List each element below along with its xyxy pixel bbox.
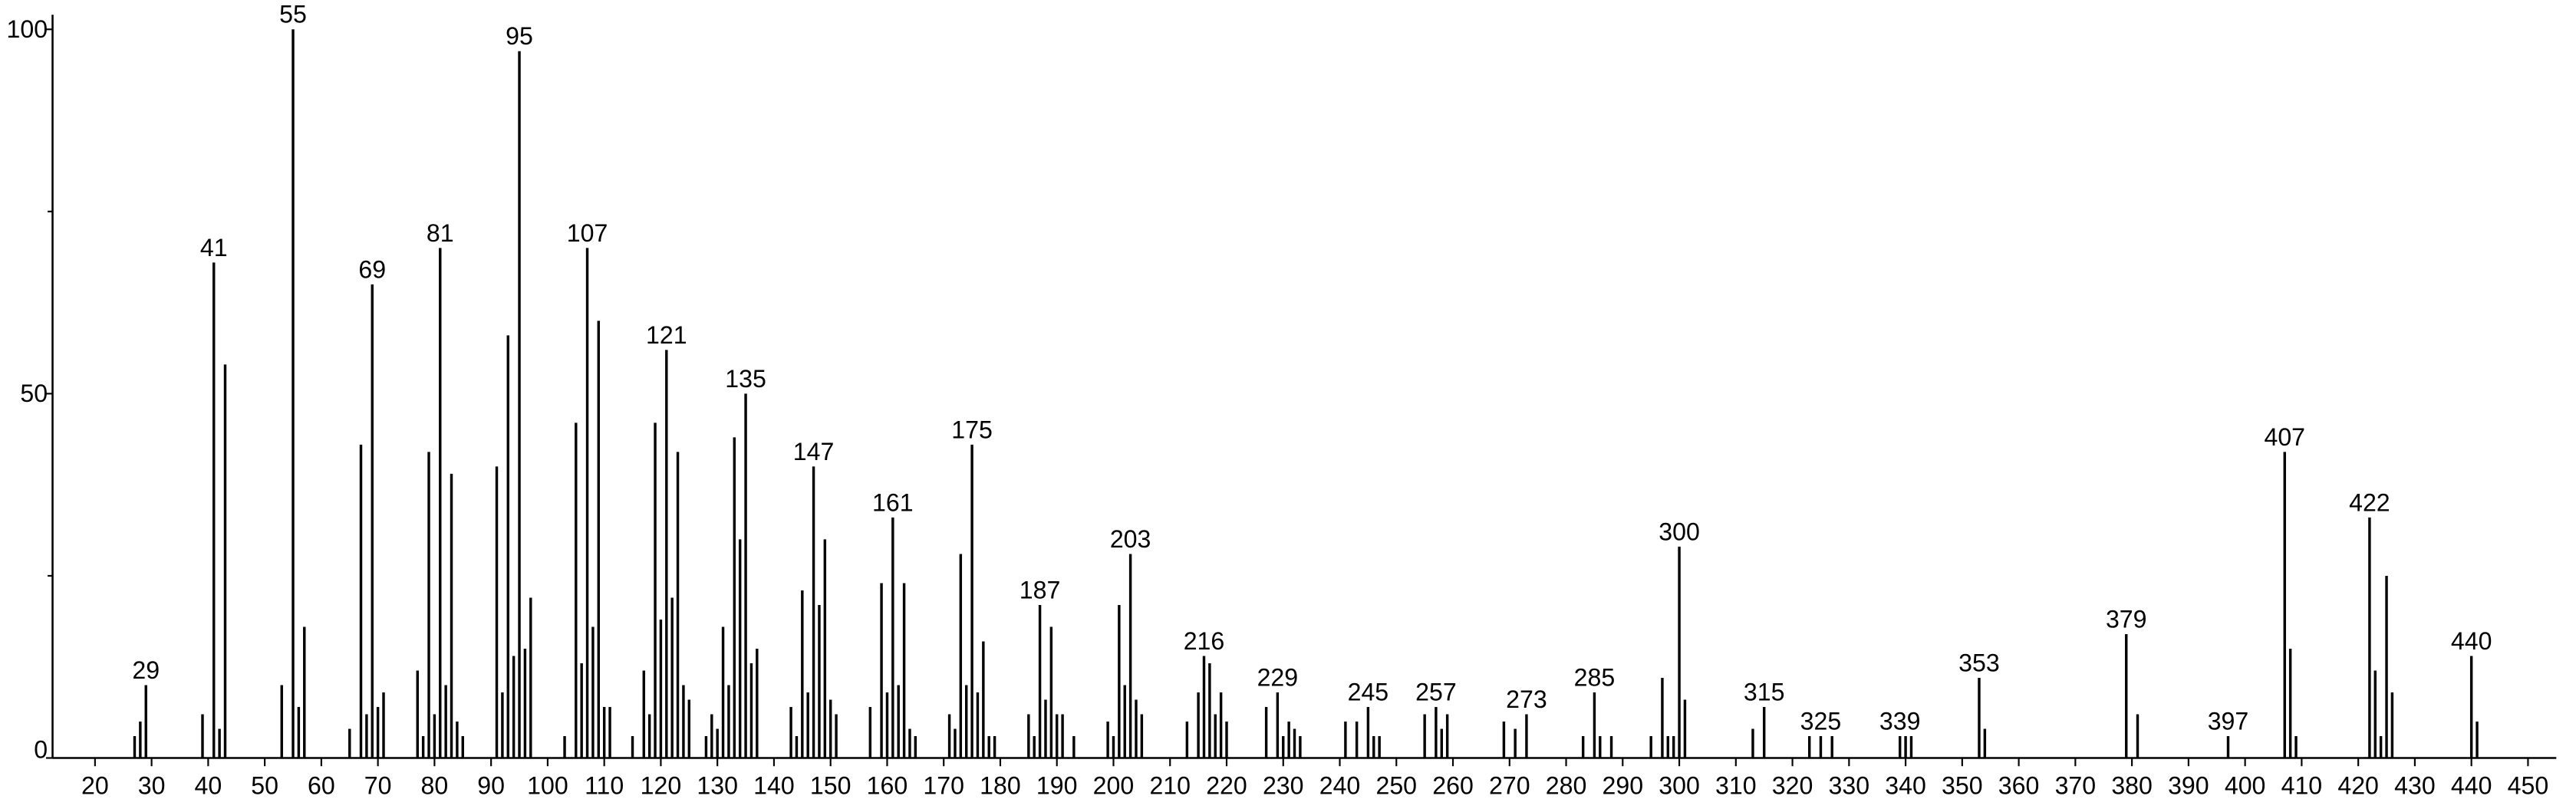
peak-label: 107	[567, 219, 608, 247]
x-tick-label: 220	[1206, 772, 1247, 799]
x-tick-label: 370	[2055, 772, 2097, 799]
x-tick-label: 20	[81, 772, 109, 799]
x-tick-label: 210	[1149, 772, 1191, 799]
x-tick-label: 170	[923, 772, 964, 799]
x-tick-label: 440	[2451, 772, 2492, 799]
peak-label: 440	[2451, 627, 2492, 655]
x-tick-label: 30	[138, 772, 166, 799]
peak-label: 300	[1659, 518, 1700, 545]
x-tick-label: 400	[2225, 772, 2266, 799]
x-tick-label: 320	[1772, 772, 1813, 799]
y-tick-label: 100	[7, 15, 48, 43]
peak-label: 273	[1506, 686, 1547, 713]
peak-label: 41	[200, 234, 228, 261]
peak-label: 147	[793, 438, 835, 465]
x-tick-label: 260	[1432, 772, 1474, 799]
peak-label: 397	[2208, 707, 2249, 735]
peak-label: 285	[1574, 663, 1616, 691]
peak-label: 95	[506, 22, 533, 50]
peak-label: 29	[132, 656, 160, 684]
x-tick-label: 230	[1263, 772, 1304, 799]
peak-label: 121	[646, 321, 687, 349]
x-tick-label: 430	[2394, 772, 2436, 799]
x-tick-label: 190	[1036, 772, 1078, 799]
x-tick-label: 180	[980, 772, 1021, 799]
y-tick-label: 50	[20, 380, 48, 407]
peak-label: 55	[279, 1, 307, 28]
x-tick-label: 250	[1375, 772, 1417, 799]
x-tick-label: 80	[421, 772, 449, 799]
peak-label: 422	[2349, 488, 2390, 516]
x-tick-label: 330	[1829, 772, 1870, 799]
x-tick-label: 290	[1603, 772, 1644, 799]
peak-label: 407	[2264, 423, 2305, 451]
peak-label: 245	[1348, 678, 1389, 705]
x-tick-label: 420	[2337, 772, 2379, 799]
y-tick-label: 0	[34, 736, 48, 764]
peak-label: 203	[1110, 525, 1151, 553]
peak-label: 339	[1879, 707, 1921, 735]
x-tick-label: 270	[1489, 772, 1530, 799]
x-tick-label: 130	[697, 772, 738, 799]
peak-label: 257	[1415, 678, 1457, 705]
x-tick-label: 340	[1885, 772, 1926, 799]
x-tick-label: 90	[477, 772, 505, 799]
peak-label: 135	[725, 365, 766, 393]
x-tick-label: 240	[1319, 772, 1361, 799]
peak-label: 69	[358, 255, 386, 283]
x-tick-label: 410	[2281, 772, 2323, 799]
x-tick-label: 380	[2111, 772, 2153, 799]
x-tick-label: 60	[308, 772, 335, 799]
x-tick-label: 50	[251, 772, 278, 799]
x-tick-label: 390	[2168, 772, 2209, 799]
x-tick-label: 140	[753, 772, 795, 799]
x-tick-label: 350	[1942, 772, 1983, 799]
peak-label: 187	[1020, 576, 1061, 603]
x-tick-label: 360	[1998, 772, 2040, 799]
peak-label: 175	[951, 416, 993, 443]
peak-label: 216	[1184, 627, 1225, 655]
x-tick-label: 310	[1715, 772, 1757, 799]
peak-label: 81	[427, 219, 454, 247]
x-tick-label: 160	[867, 772, 908, 799]
peak-label: 161	[872, 488, 914, 516]
peak-label: 315	[1744, 678, 1785, 705]
x-tick-label: 40	[195, 772, 222, 799]
x-tick-label: 280	[1546, 772, 1587, 799]
peak-label: 379	[2106, 605, 2147, 633]
x-tick-label: 70	[364, 772, 392, 799]
peak-label: 353	[1958, 649, 2000, 676]
x-tick-label: 300	[1659, 772, 1700, 799]
x-tick-label: 450	[2508, 772, 2549, 799]
peak-label: 229	[1257, 663, 1299, 691]
x-tick-label: 100	[527, 772, 568, 799]
x-tick-label: 200	[1093, 772, 1135, 799]
peak-label: 325	[1800, 707, 1842, 735]
x-tick-label: 150	[810, 772, 852, 799]
x-tick-label: 110	[585, 772, 624, 799]
x-tick-label: 120	[641, 772, 682, 799]
